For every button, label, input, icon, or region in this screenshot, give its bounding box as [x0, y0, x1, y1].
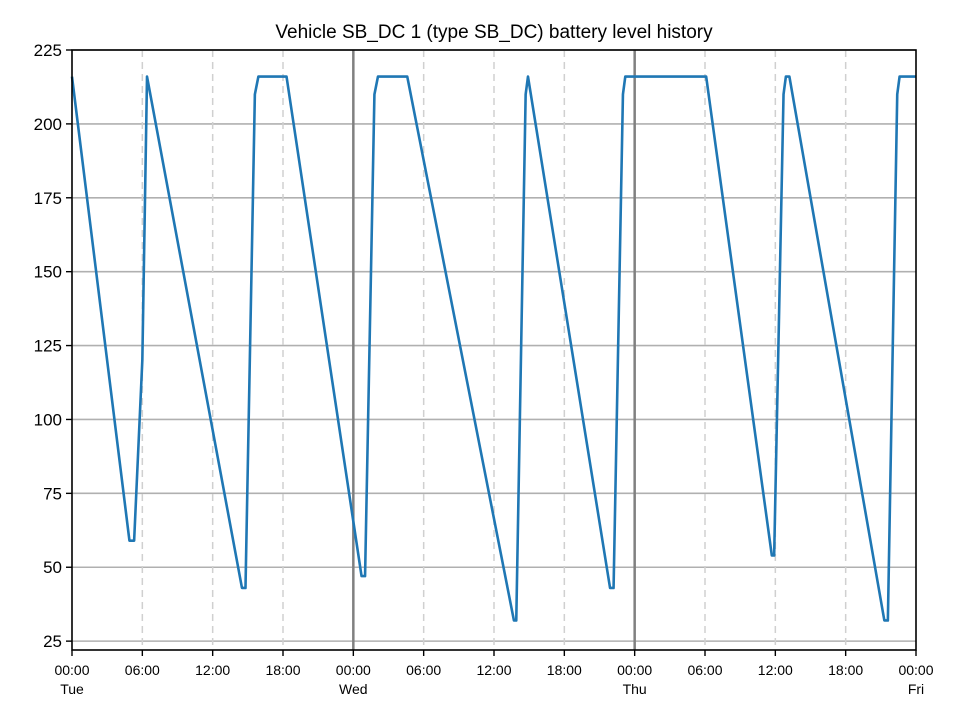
x-tick-day-label: Tue	[60, 681, 84, 697]
y-tick-label: 75	[43, 484, 62, 503]
series-line	[70, 75, 916, 622]
x-tick-label: 12:00	[195, 662, 230, 678]
x-tick-day-label: Thu	[623, 681, 647, 697]
data-layer	[70, 75, 916, 622]
y-tick-label: 100	[34, 410, 62, 429]
x-tick-label: 18:00	[265, 662, 300, 678]
x-tick-day-label: Wed	[339, 681, 368, 697]
x-tick-label: 06:00	[687, 662, 722, 678]
y-tick-label: 200	[34, 115, 62, 134]
grid-layer	[72, 49, 916, 650]
x-tick-label: 00:00	[898, 662, 933, 678]
x-tick-day-label: Fri	[908, 681, 924, 697]
chart-title: Vehicle SB_DC 1 (type SB_DC) battery lev…	[275, 22, 713, 43]
y-tick-label: 150	[34, 263, 62, 282]
axes-layer: 25 50 75 100 125 150 175 200 225 00:00 Tue 06:00 12:…	[34, 41, 934, 697]
x-tick-label: 06:00	[406, 662, 441, 678]
x-tick-label: 12:00	[476, 662, 511, 678]
y-tick-label: 225	[34, 41, 62, 60]
y-tick-label: 125	[34, 337, 62, 356]
x-tick-label: 06:00	[125, 662, 160, 678]
y-tick-label: 50	[43, 558, 62, 577]
x-tick-label: 00:00	[617, 662, 652, 678]
x-tick-label: 00:00	[54, 662, 89, 678]
x-tick-label: 18:00	[828, 662, 863, 678]
y-tick-label: 175	[34, 189, 62, 208]
x-tick-label: 00:00	[336, 662, 371, 678]
x-tick-label: 18:00	[547, 662, 582, 678]
y-tick-label: 25	[43, 632, 62, 651]
x-tick-label: 12:00	[758, 662, 793, 678]
